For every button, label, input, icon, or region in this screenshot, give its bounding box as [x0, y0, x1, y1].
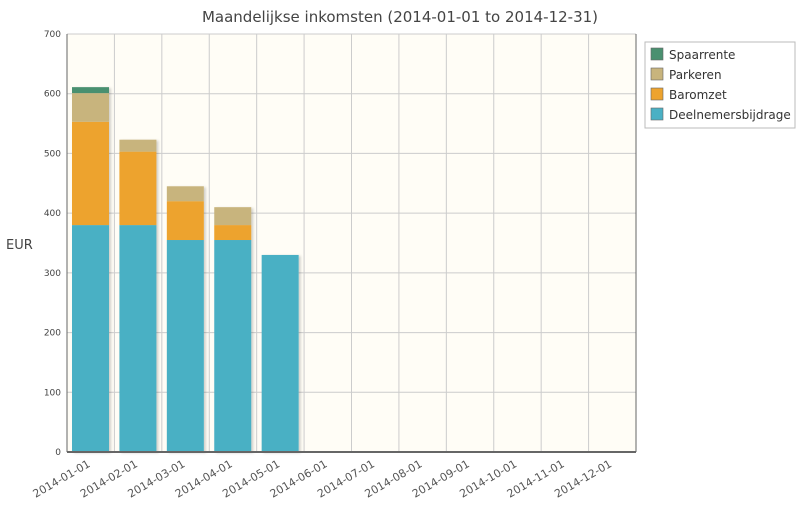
bar-stack-2014-01-01 [72, 87, 109, 452]
bar-baromzet-2014-04-01 [214, 225, 252, 241]
bar-parkeren-2014-01-01 [72, 93, 109, 122]
legend-swatch-parkeren [650, 67, 664, 81]
bar-deelnemersbijdrage-2014-01-01 [72, 225, 109, 452]
legend-swatch-deelnemersbijdrage [650, 107, 664, 121]
bar-deelnemersbijdrage-2014-02-01 [119, 225, 157, 452]
axes [66, 34, 637, 453]
bar-deelnemersbijdrage-2014-04-01 [214, 240, 252, 452]
bar-parkeren-2014-02-01 [119, 139, 157, 152]
y-tick-label: 400 [44, 209, 61, 219]
bar-deelnemersbijdrage-2014-03-01 [166, 240, 204, 452]
bar-stack-2014-04-01 [214, 207, 252, 452]
y-axis-label: EUR [6, 238, 33, 253]
bar-parkeren-2014-04-01 [214, 207, 252, 226]
y-tick-label: 500 [44, 149, 61, 159]
bar-stack-2014-03-01 [166, 186, 204, 452]
legend-swatch-spaarrente [650, 47, 664, 61]
legend-label-parkeren: Parkeren [669, 68, 722, 82]
y-tick-label: 300 [44, 269, 61, 279]
y-tick-label: 700 [44, 30, 61, 40]
legend-swatch-baromzet [650, 87, 664, 101]
x-ticks: 2014-01-012014-02-012014-03-012014-04-01… [31, 457, 614, 500]
chart-title: Maandelijkse inkomsten (2014-01-01 to 20… [202, 8, 598, 26]
bar-baromzet-2014-03-01 [166, 201, 204, 241]
y-tick-label: 0 [55, 448, 61, 458]
y-tick-label: 200 [44, 329, 61, 339]
legend-label-baromzet: Baromzet [669, 88, 727, 102]
bar-baromzet-2014-02-01 [119, 151, 157, 226]
bar-spaarrente-2014-01-01 [72, 87, 109, 94]
bar-parkeren-2014-03-01 [166, 186, 204, 202]
y-ticks: 0 100 200 300 400 500 600 700 [44, 30, 61, 458]
legend: Spaarrente Parkeren Baromzet Deelnemersbijd… [644, 41, 796, 129]
bar-baromzet-2014-01-01 [72, 121, 109, 226]
y-tick-label: 600 [44, 90, 61, 100]
bar-deelnemersbijdrage-2014-05-01 [261, 254, 299, 452]
y-tick-label: 100 [44, 388, 61, 398]
bar-stack-2014-05-01 [261, 254, 299, 452]
legend-label-deelnemersbijdrage: Deelnemersbijdrage [669, 108, 791, 122]
bars [72, 87, 299, 452]
legend-label-spaarrente: Spaarrente [669, 48, 735, 62]
bar-stack-2014-02-01 [119, 139, 157, 452]
legend-box [644, 41, 796, 129]
